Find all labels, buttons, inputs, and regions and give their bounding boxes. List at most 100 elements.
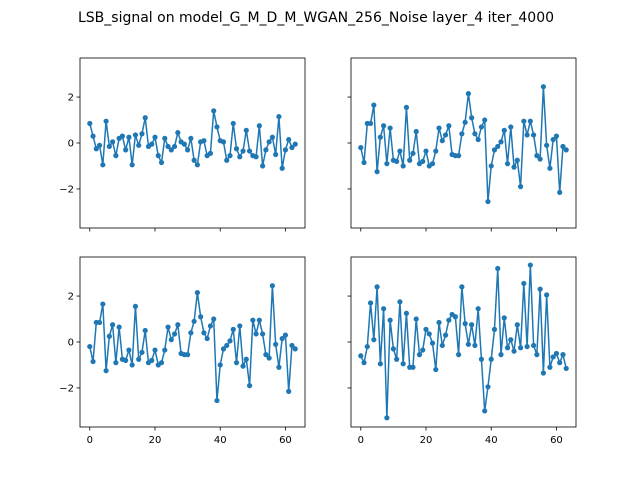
data-point — [462, 321, 468, 327]
data-point — [194, 290, 200, 296]
data-point — [478, 124, 485, 130]
data-point — [358, 353, 364, 359]
data-point — [207, 323, 214, 329]
data-point — [475, 306, 481, 312]
data-point — [260, 163, 266, 169]
data-point — [384, 161, 390, 167]
data-point — [456, 352, 462, 358]
data-point — [416, 352, 423, 358]
data-point — [194, 162, 200, 168]
data-point — [136, 356, 142, 362]
data-point — [220, 346, 227, 352]
data-point — [269, 134, 275, 140]
data-point — [400, 361, 406, 367]
data-point — [201, 330, 207, 336]
x-tick-label: 40 — [214, 435, 227, 446]
data-point — [527, 118, 533, 124]
data-point — [563, 365, 569, 372]
data-point — [540, 84, 546, 90]
data-point — [93, 146, 99, 152]
data-point — [168, 337, 174, 343]
data-point — [560, 352, 566, 358]
data-point — [230, 326, 236, 332]
data-point — [158, 360, 165, 366]
data-point — [198, 314, 204, 320]
data-point — [446, 123, 452, 129]
data-point — [269, 283, 275, 289]
data-point — [227, 338, 233, 344]
x-tick-label: 20 — [420, 435, 433, 446]
data-point — [371, 102, 377, 108]
data-point — [263, 352, 269, 358]
data-point — [149, 357, 155, 363]
data-point — [413, 128, 419, 135]
data-point — [220, 139, 227, 145]
data-point — [521, 118, 527, 124]
data-point — [544, 292, 550, 298]
data-point — [158, 159, 165, 166]
data-point — [282, 147, 289, 153]
data-point — [240, 148, 246, 154]
data-point — [273, 341, 279, 347]
data-point — [211, 108, 217, 114]
data-point — [132, 303, 139, 309]
data-point — [129, 362, 135, 368]
data-point — [149, 141, 155, 147]
data-point — [256, 317, 262, 323]
data-point — [171, 143, 178, 150]
data-point — [126, 347, 132, 353]
data-point — [246, 383, 253, 389]
data-point — [446, 317, 452, 323]
data-point — [423, 148, 429, 154]
series-line — [360, 264, 567, 419]
data-point — [263, 147, 269, 153]
data-point — [534, 153, 540, 159]
data-point — [465, 91, 471, 97]
data-point — [501, 315, 507, 321]
y-tick-label: 0 — [68, 139, 74, 150]
data-point — [188, 330, 194, 336]
data-point — [459, 131, 465, 137]
data-point — [364, 343, 370, 350]
data-point — [191, 157, 197, 163]
data-point — [175, 130, 181, 136]
data-point — [129, 162, 135, 168]
data-point — [168, 147, 174, 153]
data-point — [436, 319, 442, 326]
data-point — [534, 352, 540, 358]
data-point — [423, 326, 429, 332]
data-point — [508, 337, 514, 343]
data-point — [162, 135, 168, 142]
data-point — [90, 133, 96, 139]
data-point — [387, 317, 393, 323]
data-point — [498, 352, 504, 358]
data-point — [185, 352, 191, 358]
data-point — [469, 115, 475, 121]
data-point — [371, 337, 377, 343]
data-point — [560, 143, 566, 150]
data-point — [491, 326, 498, 332]
data-point — [387, 125, 393, 131]
data-point — [377, 361, 383, 367]
data-point — [374, 169, 380, 175]
data-point — [139, 349, 145, 355]
data-point — [253, 154, 259, 160]
data-point — [517, 345, 524, 351]
data-point — [113, 360, 119, 366]
data-point — [439, 138, 445, 144]
data-point — [165, 143, 171, 150]
data-point — [361, 360, 367, 366]
data-point — [488, 163, 494, 169]
data-point — [142, 115, 148, 121]
subplot-bottom-right: 0 20 40 60 — [347, 256, 577, 446]
data-point — [211, 316, 217, 322]
data-point — [87, 120, 93, 127]
data-point — [504, 345, 511, 351]
data-point — [279, 165, 285, 171]
data-point — [279, 335, 285, 342]
data-point — [511, 348, 517, 354]
data-point — [420, 347, 426, 353]
data-point — [224, 157, 230, 163]
data-point — [452, 314, 458, 320]
